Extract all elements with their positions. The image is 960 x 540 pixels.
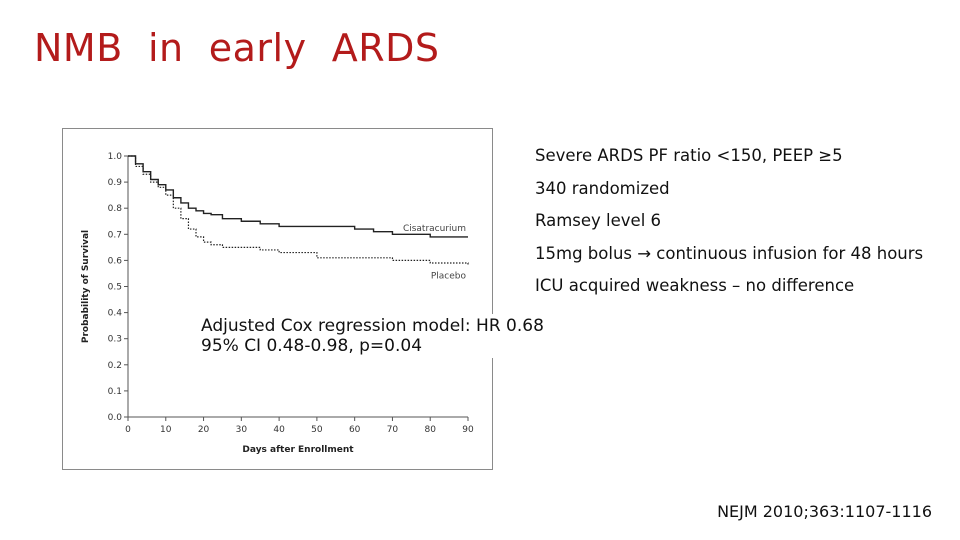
- y-tick-label: 0.5: [108, 283, 122, 293]
- y-tick-label: 0.7: [108, 230, 122, 240]
- x-tick-label: 90: [462, 425, 474, 435]
- y-tick-label: 0.3: [108, 335, 122, 345]
- y-tick-label: 0.0: [108, 413, 123, 423]
- confidence-interval-line: 95% CI 0.48-0.98, p=0.04: [201, 336, 423, 356]
- x-tick-label: 40: [273, 425, 285, 435]
- bullet-item-dosing: 15mg bolus → continuous infusion for 48 …: [535, 243, 924, 263]
- y-tick-label: 0.9: [108, 178, 123, 188]
- x-tick-label: 50: [311, 425, 323, 435]
- x-tick-label: 0: [125, 425, 131, 435]
- series-line-placebo: [128, 155, 469, 266]
- series-label-placebo: Placebo: [431, 272, 467, 282]
- y-axis-title: Probability of Survival: [81, 230, 91, 343]
- series-line-cisatracurium: [128, 155, 468, 238]
- x-axis-title: Days after Enrollment: [242, 445, 354, 455]
- y-tick-label: 0.6: [108, 256, 123, 266]
- y-tick-label: 0.2: [108, 361, 122, 371]
- hazard-ratio-box: Adjusted Cox regression model: HR 0.68 9…: [196, 314, 544, 358]
- x-tick-label: 10: [160, 425, 172, 435]
- y-tick-label: 1.0: [108, 152, 123, 162]
- bullet-item-weakness: ICU acquired weakness – no difference: [535, 276, 855, 296]
- bullet-item-sedation: Ramsey level 6: [535, 211, 662, 231]
- x-tick-label: 80: [424, 425, 436, 435]
- y-tick-label: 0.4: [108, 309, 123, 319]
- x-tick-label: 30: [236, 425, 248, 435]
- y-tick-label: 0.8: [108, 204, 123, 214]
- y-tick-label: 0.1: [108, 387, 122, 397]
- survival-chart: 0.0 0.1 0.2 0.3 0.4 0.5 0.6 0.7 0.8 0.9 1.0 0 10 20 30…: [81, 152, 474, 455]
- x-tick-label: 20: [198, 425, 210, 435]
- series-label-cisatracurium: Cisatracurium: [403, 224, 466, 234]
- bullet-item-randomized: 340 randomized: [535, 178, 670, 198]
- x-tick-label: 70: [387, 425, 399, 435]
- x-tick-label: 60: [349, 425, 361, 435]
- slide-title: NMB in early ARDS: [34, 26, 440, 70]
- survival-chart-figure: 0.0 0.1 0.2 0.3 0.4 0.5 0.6 0.7 0.8 0.9 1.0 0 10 20 30…: [62, 128, 493, 470]
- hazard-ratio-line: Adjusted Cox regression model: HR 0.68: [201, 316, 544, 336]
- bullet-list: Severe ARDS PF ratio <150, PEEP ≥5 340 r…: [535, 140, 923, 303]
- citation: NEJM 2010;363:1107-1116: [717, 502, 932, 521]
- bullet-item-inclusion: Severe ARDS PF ratio <150, PEEP ≥5: [535, 146, 843, 165]
